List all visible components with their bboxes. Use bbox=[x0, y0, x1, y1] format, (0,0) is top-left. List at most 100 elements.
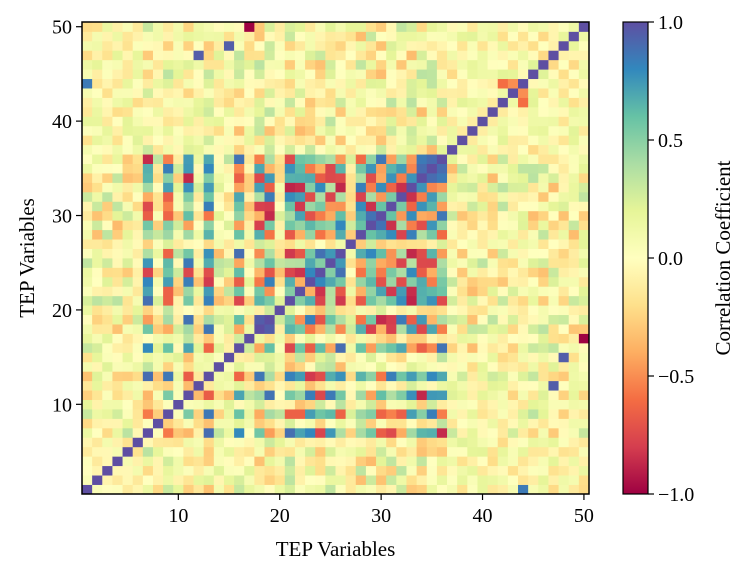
heatmap-cell bbox=[406, 267, 418, 278]
heatmap-cell bbox=[396, 352, 407, 363]
heatmap-cell bbox=[213, 144, 225, 155]
heatmap-cell bbox=[264, 220, 276, 231]
heatmap-cell bbox=[457, 50, 468, 61]
heatmap-cell bbox=[254, 399, 265, 410]
heatmap-cell bbox=[142, 409, 154, 419]
heatmap-cell bbox=[467, 295, 478, 306]
heatmap-cell bbox=[497, 465, 509, 476]
heatmap-cell bbox=[426, 409, 438, 419]
heatmap-cell bbox=[447, 399, 458, 410]
heatmap-cell bbox=[335, 314, 347, 325]
heatmap-cell bbox=[294, 220, 306, 231]
heatmap-cell bbox=[365, 22, 377, 32]
heatmap-cell bbox=[467, 210, 478, 221]
heatmap-cell bbox=[92, 390, 103, 400]
heatmap-cell bbox=[284, 333, 296, 344]
heatmap-cell bbox=[436, 163, 448, 174]
heatmap-cell bbox=[152, 69, 164, 80]
heatmap-cell bbox=[467, 78, 478, 89]
heatmap-cell bbox=[325, 248, 336, 259]
heatmap-cell bbox=[163, 314, 174, 325]
heatmap-cell bbox=[345, 371, 357, 382]
heatmap-cell bbox=[477, 352, 488, 363]
heatmap-cell bbox=[558, 446, 570, 457]
heatmap-cell bbox=[578, 239, 590, 249]
heatmap-cell bbox=[122, 154, 134, 164]
heatmap-cell bbox=[365, 173, 377, 183]
heatmap-cell bbox=[315, 267, 326, 278]
heatmap-cell bbox=[223, 371, 235, 382]
heatmap-cell bbox=[457, 97, 468, 108]
heatmap-cell bbox=[436, 324, 448, 334]
heatmap-cell bbox=[325, 314, 336, 325]
heatmap-cell bbox=[568, 465, 580, 476]
heatmap-cell bbox=[386, 144, 397, 155]
heatmap-cell bbox=[507, 314, 519, 325]
heatmap-cell bbox=[223, 390, 235, 400]
heatmap-cell bbox=[102, 50, 113, 61]
heatmap-cell bbox=[325, 342, 336, 353]
heatmap-cell bbox=[102, 40, 113, 51]
heatmap-cell bbox=[315, 78, 326, 89]
heatmap-cell bbox=[294, 69, 306, 80]
heatmap-cell bbox=[234, 437, 245, 448]
heatmap-cell bbox=[457, 361, 468, 372]
heatmap-cell bbox=[528, 465, 539, 476]
heatmap-cell bbox=[538, 22, 549, 32]
heatmap-cell bbox=[365, 342, 377, 353]
heatmap-cell bbox=[558, 352, 570, 363]
heatmap-cell bbox=[426, 50, 438, 61]
heatmap-cell bbox=[112, 380, 123, 391]
heatmap-cell bbox=[355, 239, 367, 249]
heatmap-cell bbox=[193, 333, 205, 344]
heatmap-cell bbox=[244, 276, 255, 287]
heatmap-cell bbox=[355, 50, 367, 61]
heatmap-cell bbox=[447, 210, 458, 221]
heatmap-cell bbox=[518, 97, 529, 108]
heatmap-cell bbox=[183, 78, 194, 89]
heatmap-cell bbox=[568, 22, 580, 32]
heatmap-cell bbox=[163, 399, 174, 410]
heatmap-cell bbox=[447, 380, 458, 391]
heatmap-cell bbox=[82, 31, 93, 42]
heatmap-cell bbox=[132, 465, 144, 476]
heatmap-cell bbox=[558, 418, 570, 429]
heatmap-cell bbox=[305, 427, 316, 438]
heatmap-cell bbox=[477, 144, 488, 155]
heatmap-cell bbox=[112, 437, 123, 448]
heatmap-cell bbox=[234, 248, 245, 259]
heatmap-cell bbox=[163, 342, 174, 353]
heatmap-cell bbox=[548, 484, 559, 495]
heatmap-cell bbox=[203, 475, 215, 485]
heatmap-cell bbox=[568, 276, 580, 287]
heatmap-cell bbox=[294, 239, 306, 249]
heatmap-cell bbox=[223, 380, 235, 391]
heatmap-cell bbox=[284, 418, 296, 429]
heatmap-cell bbox=[497, 220, 509, 231]
heatmap-cell bbox=[538, 239, 549, 249]
heatmap-cell bbox=[183, 475, 194, 485]
heatmap-cell bbox=[497, 144, 509, 155]
heatmap-cell bbox=[578, 69, 590, 80]
heatmap-cell bbox=[497, 361, 509, 372]
heatmap-cell bbox=[457, 380, 468, 391]
heatmap-cell bbox=[447, 267, 458, 278]
heatmap-cell bbox=[234, 116, 245, 127]
heatmap-cell bbox=[416, 229, 428, 240]
heatmap-cell bbox=[497, 31, 509, 42]
heatmap-cell bbox=[467, 69, 478, 80]
heatmap-cell bbox=[142, 305, 154, 316]
heatmap-cell bbox=[558, 427, 570, 438]
heatmap-cell bbox=[315, 50, 326, 61]
heatmap-cell bbox=[578, 361, 590, 372]
heatmap-cell bbox=[122, 276, 134, 287]
heatmap-cell bbox=[406, 248, 418, 259]
heatmap-cell bbox=[315, 484, 326, 495]
heatmap-cell bbox=[447, 88, 458, 98]
heatmap-cell bbox=[507, 380, 519, 391]
heatmap-cell bbox=[163, 50, 174, 61]
heatmap-cell bbox=[132, 220, 144, 231]
heatmap-cell bbox=[436, 78, 448, 89]
heatmap-cell bbox=[376, 324, 387, 334]
heatmap-cell bbox=[284, 352, 296, 363]
